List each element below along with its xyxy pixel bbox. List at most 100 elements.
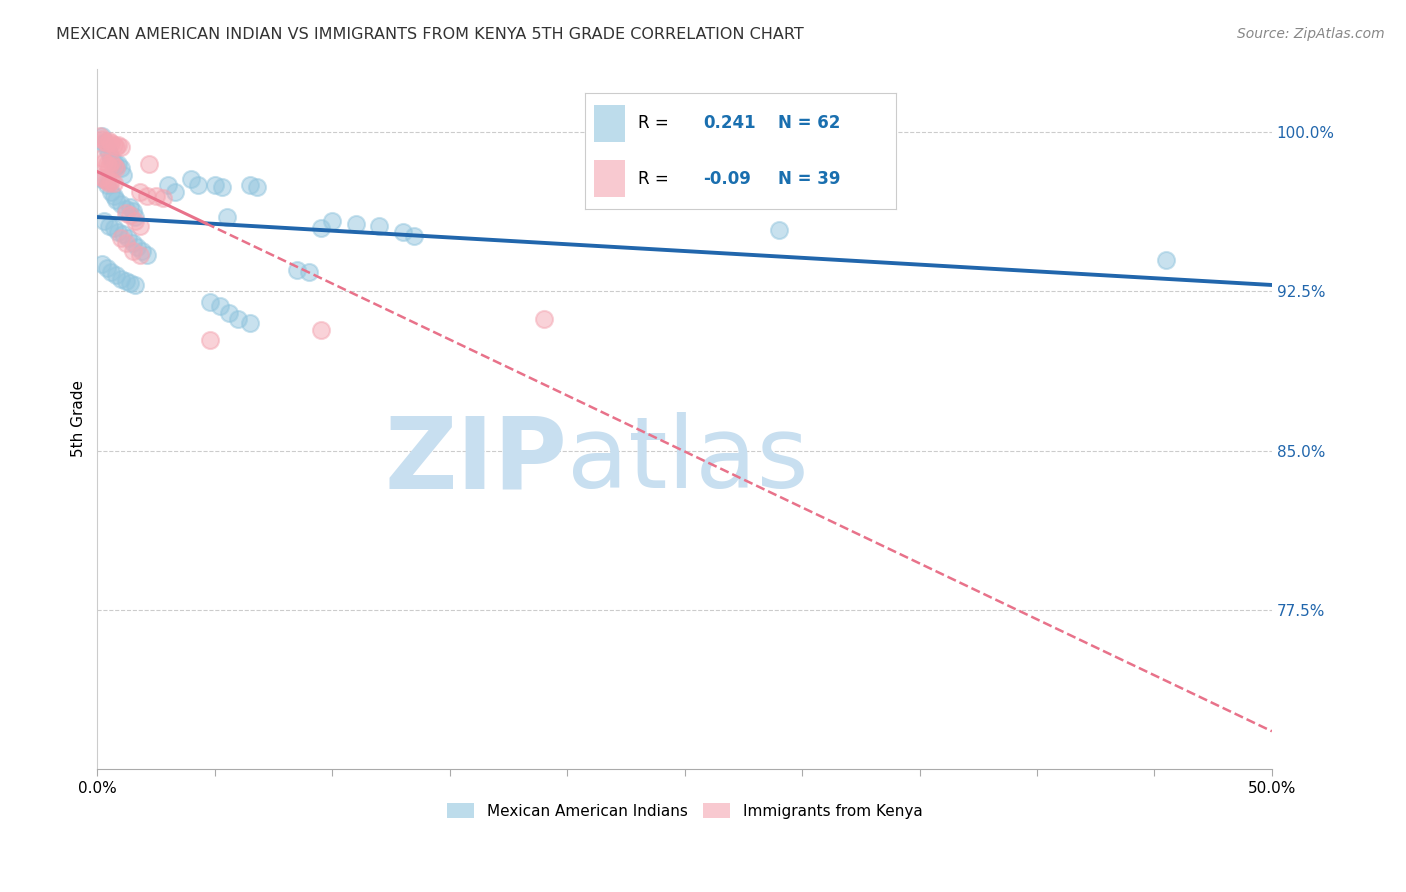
Text: ZIP: ZIP [384,412,567,509]
Point [107,138,129,153]
Point [105,161,128,176]
Point [110,272,132,286]
Point [344,217,367,231]
Point [124,214,146,228]
Point [117,231,139,245]
Point [96,178,118,193]
Point [110,161,132,176]
Point [110,197,132,211]
Point [120,208,142,222]
Point [114,202,136,216]
Point [135,248,157,262]
Point [145,189,167,203]
Point [208,299,231,313]
Point [103,176,125,190]
Point [100,265,122,279]
Point [391,225,413,239]
Point [105,193,128,207]
Point [1154,252,1177,267]
Point [103,159,125,173]
Text: atlas: atlas [567,412,808,509]
Point [198,295,221,310]
Point [114,274,136,288]
Point [98,159,121,173]
Point [91,129,114,144]
Point [180,172,202,186]
Point [533,312,555,326]
Point [105,268,128,282]
Point [127,240,149,254]
Point [98,134,121,148]
Point [107,225,129,239]
Point [285,263,308,277]
Point [152,191,174,205]
Point [96,142,118,156]
Point [98,176,121,190]
Point [93,134,115,148]
Point [105,159,128,173]
Point [93,214,115,228]
Point [128,185,150,199]
Point [298,265,321,279]
Point [91,151,114,165]
Point [368,219,391,233]
Point [91,172,114,186]
Point [138,157,160,171]
Point [239,317,262,331]
Point [110,231,132,245]
Point [120,276,142,290]
Point [96,261,118,276]
Point [91,257,114,271]
Point [100,185,122,199]
Point [103,220,125,235]
Point [100,174,122,188]
Point [98,146,121,161]
Point [114,206,136,220]
Point [112,168,135,182]
Point [198,334,221,348]
Point [163,185,186,199]
Y-axis label: 5th Grade: 5th Grade [72,380,86,458]
Point [768,223,790,237]
Point [93,136,115,150]
Point [110,140,132,154]
Point [100,136,122,150]
Point [135,189,157,203]
Point [103,189,125,203]
Point [100,151,122,165]
Point [124,210,146,224]
Point [218,306,240,320]
Point [321,214,343,228]
Point [96,174,118,188]
Point [404,229,426,244]
Point [204,178,226,193]
Point [120,200,142,214]
Point [96,136,118,150]
Point [112,227,135,242]
Point [121,244,143,259]
Point [103,138,125,153]
Point [239,178,262,193]
Point [211,180,233,194]
Point [128,248,150,262]
Point [105,140,128,154]
Point [128,219,150,233]
Point [107,157,129,171]
Point [89,129,111,144]
Point [96,157,118,171]
Point [121,235,143,250]
Legend: Mexican American Indians, Immigrants from Kenya: Mexican American Indians, Immigrants fro… [441,797,928,825]
Text: MEXICAN AMERICAN INDIAN VS IMMIGRANTS FROM KENYA 5TH GRADE CORRELATION CHART: MEXICAN AMERICAN INDIAN VS IMMIGRANTS FR… [56,27,804,42]
Point [246,180,269,194]
Point [309,220,332,235]
Point [309,323,332,337]
Point [226,312,249,326]
Point [114,235,136,250]
Point [91,131,114,145]
Point [124,278,146,293]
Text: Source: ZipAtlas.com: Source: ZipAtlas.com [1237,27,1385,41]
Point [187,178,209,193]
Point [156,178,179,193]
Point [93,155,115,169]
Point [103,155,125,169]
